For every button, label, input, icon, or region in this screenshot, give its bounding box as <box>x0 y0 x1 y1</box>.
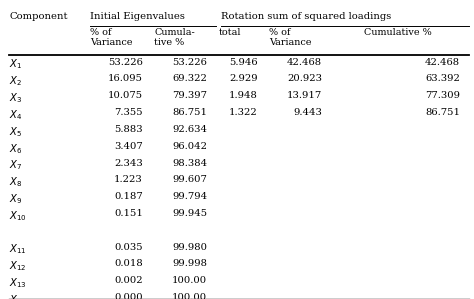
Text: 96.042: 96.042 <box>172 142 207 151</box>
Text: 99.607: 99.607 <box>173 175 207 184</box>
Text: $X_{11}$: $X_{11}$ <box>9 243 27 257</box>
Text: $X_{12}$: $X_{12}$ <box>9 260 27 273</box>
Text: 99.794: 99.794 <box>172 192 207 201</box>
Text: % of
Variance: % of Variance <box>90 28 132 47</box>
Text: 42.468: 42.468 <box>287 58 322 67</box>
Text: 2.929: 2.929 <box>229 74 258 83</box>
Text: 20.923: 20.923 <box>287 74 322 83</box>
Text: 0.035: 0.035 <box>114 243 143 252</box>
Text: 69.322: 69.322 <box>173 74 207 83</box>
Text: $X_4$: $X_4$ <box>9 108 23 122</box>
Text: 77.309: 77.309 <box>425 91 460 100</box>
Text: Cumula-
tive %: Cumula- tive % <box>155 28 195 47</box>
Text: 0.018: 0.018 <box>114 260 143 269</box>
Text: 42.468: 42.468 <box>425 58 460 67</box>
Text: $X_7$: $X_7$ <box>9 158 23 172</box>
Text: $X_{14}$: $X_{14}$ <box>9 293 27 299</box>
Text: 100.00: 100.00 <box>172 293 207 299</box>
Text: 86.751: 86.751 <box>172 108 207 117</box>
Text: 92.634: 92.634 <box>172 125 207 134</box>
Text: $X_2$: $X_2$ <box>9 74 22 88</box>
Text: 13.917: 13.917 <box>287 91 322 100</box>
Text: $X_9$: $X_9$ <box>9 192 23 206</box>
Text: $X_{13}$: $X_{13}$ <box>9 276 27 290</box>
Text: Initial Eigenvalues: Initial Eigenvalues <box>90 12 185 21</box>
Text: 86.751: 86.751 <box>425 108 460 117</box>
Text: $X_3$: $X_3$ <box>9 91 23 105</box>
Text: total: total <box>219 28 241 37</box>
Text: 0.000: 0.000 <box>114 293 143 299</box>
Text: $X_6$: $X_6$ <box>9 142 23 155</box>
Text: $X_8$: $X_8$ <box>9 175 23 189</box>
Text: 2.343: 2.343 <box>114 158 143 167</box>
Text: 9.443: 9.443 <box>293 108 322 117</box>
Text: 53.226: 53.226 <box>173 58 207 67</box>
Text: $X_{10}$: $X_{10}$ <box>9 209 27 223</box>
Text: 53.226: 53.226 <box>108 58 143 67</box>
Text: % of
Variance: % of Variance <box>269 28 312 47</box>
Text: 10.075: 10.075 <box>108 91 143 100</box>
Text: 100.00: 100.00 <box>172 276 207 285</box>
Text: 16.095: 16.095 <box>108 74 143 83</box>
Text: 7.355: 7.355 <box>114 108 143 117</box>
Text: 1.322: 1.322 <box>229 108 258 117</box>
Text: Rotation sum of squared loadings: Rotation sum of squared loadings <box>221 12 391 21</box>
Text: 99.980: 99.980 <box>172 243 207 252</box>
Text: 5.946: 5.946 <box>229 58 258 67</box>
Text: 1.223: 1.223 <box>114 175 143 184</box>
Text: 0.151: 0.151 <box>114 209 143 218</box>
Text: 99.998: 99.998 <box>172 260 207 269</box>
Text: Component: Component <box>9 12 68 21</box>
Text: 3.407: 3.407 <box>114 142 143 151</box>
Text: $X_5$: $X_5$ <box>9 125 23 139</box>
Text: $X_1$: $X_1$ <box>9 58 23 71</box>
Text: 0.187: 0.187 <box>114 192 143 201</box>
Text: 1.948: 1.948 <box>229 91 258 100</box>
Text: 5.883: 5.883 <box>114 125 143 134</box>
Text: 99.945: 99.945 <box>172 209 207 218</box>
Text: 63.392: 63.392 <box>425 74 460 83</box>
Text: 0.002: 0.002 <box>114 276 143 285</box>
Text: Cumulative %: Cumulative % <box>364 28 431 37</box>
Text: 79.397: 79.397 <box>172 91 207 100</box>
Text: 98.384: 98.384 <box>172 158 207 167</box>
